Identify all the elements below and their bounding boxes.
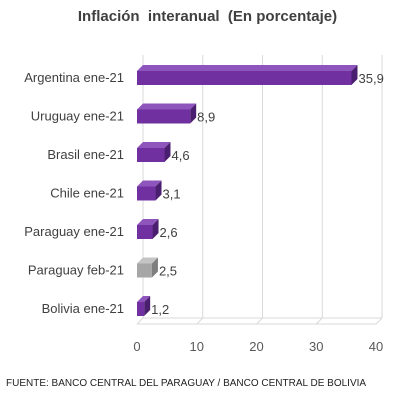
x-tick-label: 10 [190, 339, 204, 354]
bar-top-face [137, 180, 162, 187]
chart-floor [137, 317, 382, 325]
category-label: Chile ene-21 [50, 186, 124, 201]
bar [137, 180, 162, 201]
gridline-floor [375, 317, 383, 325]
category-label: Argentina ene-21 [24, 70, 124, 85]
bar-side-face [190, 103, 197, 124]
bar-front-face [137, 186, 156, 201]
bar-side-face [351, 65, 358, 85]
bar-top-face [137, 219, 159, 225]
data-label: 1,2 [151, 302, 169, 317]
bar-side-face [155, 180, 162, 201]
bars [137, 65, 358, 316]
bar [137, 296, 151, 316]
data-label: 35,9 [359, 71, 384, 86]
bar [137, 219, 159, 239]
category-label: Brasil ene-21 [47, 147, 124, 162]
bar [137, 65, 358, 85]
x-tick-label: 30 [309, 339, 323, 354]
source-note: FUENTE: BANCO CENTRAL DEL PARAGUAY / BAN… [6, 378, 367, 389]
x-tick-label: 0 [133, 339, 140, 354]
chart-title: Inflación interanual (En porcentaje) [77, 8, 338, 25]
bar-front-face [137, 148, 165, 162]
data-label: 4,6 [171, 148, 189, 163]
bar-top-face [137, 257, 158, 264]
data-label: 2,5 [159, 264, 177, 279]
data-label: 2,6 [160, 225, 178, 240]
bar-side-face [151, 257, 158, 278]
labels: 0 10 20 30 40 Argentina ene-21 35,9 Uruguay ene… [24, 70, 384, 354]
gridline-floor [196, 317, 204, 325]
bar-side-face [152, 219, 159, 239]
bar-top-face [137, 296, 151, 302]
bar [137, 257, 158, 278]
x-tick-label: 40 [369, 339, 383, 354]
bar-front-face [137, 225, 153, 239]
gridline-floor [315, 317, 323, 325]
bar-front-face [137, 263, 152, 278]
bar-front-face [137, 71, 352, 85]
bar-top-face [137, 103, 197, 110]
data-label: 3,1 [163, 187, 181, 202]
bar-top-face [137, 142, 171, 148]
bar [137, 103, 197, 124]
bar-top-face [137, 65, 358, 71]
bar-front-face [137, 302, 145, 316]
category-label: Paraguay feb-21 [28, 263, 124, 278]
category-label: Paraguay ene-21 [24, 224, 124, 239]
bar-side-face [164, 142, 171, 162]
category-label: Uruguay ene-21 [31, 109, 124, 124]
bar-front-face [137, 109, 191, 124]
gridline-floor [256, 317, 263, 325]
bar-chart: 0 10 20 30 40 Argentina ene-21 35,9 Uruguay ene… [24, 55, 384, 354]
x-tick-label: 20 [249, 339, 263, 354]
bar-side-face [144, 296, 151, 316]
bar [137, 142, 171, 162]
gridlines [136, 55, 383, 325]
gridline-floor [136, 317, 144, 325]
category-label: Bolivia ene-21 [42, 301, 124, 316]
data-label: 8,9 [197, 110, 215, 125]
